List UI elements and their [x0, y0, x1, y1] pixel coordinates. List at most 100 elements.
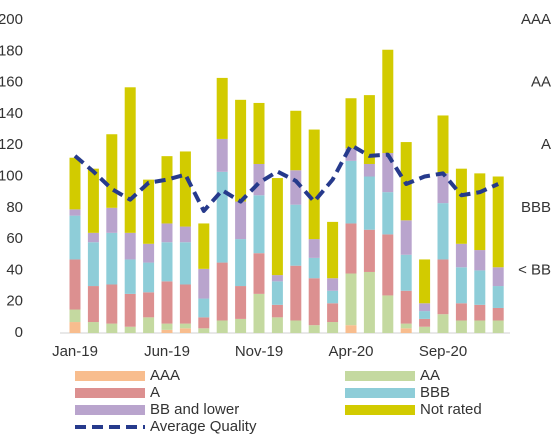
- legend-label: AAA: [150, 367, 180, 384]
- bar-segment: [179, 151, 191, 227]
- x-tick-label: Jun-19: [144, 343, 190, 360]
- bar-segment: [179, 328, 191, 333]
- bar-segment: [69, 209, 81, 216]
- bar-segment: [290, 204, 302, 266]
- bar-segment: [437, 203, 449, 260]
- y2-tick-label: A: [541, 136, 551, 153]
- bar-segment: [253, 102, 265, 164]
- bar-segment: [161, 281, 173, 324]
- bar-segment: [308, 278, 320, 326]
- bar-segment: [106, 323, 118, 333]
- bar-segment: [106, 284, 118, 324]
- bar-segment: [69, 259, 81, 310]
- legend-label: A: [150, 384, 160, 401]
- bar-segment: [124, 259, 136, 294]
- bar-segment: [124, 87, 136, 233]
- bar-segment: [235, 318, 247, 333]
- line: [73, 143, 500, 213]
- bar-segment: [198, 317, 210, 329]
- bar-segment: [327, 221, 339, 279]
- bar-segment: [87, 322, 99, 333]
- bar-segment: [382, 153, 394, 193]
- bar-segment: [492, 267, 504, 287]
- bar-segment: [492, 307, 504, 321]
- bar-segment: [69, 322, 81, 333]
- bar-segment: [271, 317, 283, 333]
- bar-segment: [345, 223, 357, 274]
- bar-segment: [308, 257, 320, 279]
- bar-segment: [216, 320, 228, 333]
- bar-segment: [161, 223, 173, 243]
- bar-segment: [235, 239, 247, 287]
- legend-label: AA: [420, 367, 440, 384]
- bar-segment: [290, 110, 302, 171]
- bar-segment: [198, 223, 210, 269]
- bar-segment: [419, 318, 431, 327]
- x-tick-label: Sep-20: [419, 343, 467, 360]
- bar-segment: [345, 160, 357, 224]
- bar-segment: [216, 262, 228, 321]
- bar-segment: [143, 262, 155, 293]
- bar-segment: [143, 179, 155, 244]
- bar-segment: [327, 303, 339, 323]
- bar-segment: [143, 317, 155, 333]
- bar-segment: [235, 201, 247, 240]
- legend-label: Average Quality: [150, 418, 257, 435]
- bar-segment: [474, 320, 486, 333]
- bar-segment: [290, 265, 302, 321]
- bar-segment: [308, 129, 320, 240]
- y2-tick-label: BBB: [521, 199, 551, 216]
- bar-segment: [474, 173, 486, 251]
- bar-segment: [419, 303, 431, 312]
- legend-swatch: [75, 405, 145, 415]
- bar-segment: [492, 320, 504, 333]
- bar-segment: [419, 311, 431, 319]
- bar-segment: [290, 170, 302, 205]
- bar-segment: [161, 329, 173, 333]
- bar-segment: [474, 304, 486, 321]
- bar-segment: [455, 303, 467, 321]
- y-tick-label: 80: [6, 199, 23, 216]
- bar-segment: [345, 273, 357, 326]
- bar-segment: [69, 157, 81, 210]
- bar-segment: [69, 215, 81, 260]
- bar-segment: [474, 250, 486, 271]
- bar-segment: [308, 325, 320, 333]
- bar-segment: [455, 267, 467, 304]
- bar-segment: [382, 295, 394, 333]
- legend-swatch: [75, 371, 145, 381]
- bar-segment: [455, 168, 467, 244]
- bar-segment: [419, 259, 431, 304]
- bar-segment: [492, 286, 504, 308]
- bar-segment: [253, 195, 265, 254]
- bar-segment: [492, 176, 504, 268]
- bar-segment: [235, 99, 247, 202]
- bar-segment: [363, 271, 375, 333]
- bar-segment: [345, 98, 357, 149]
- bar-segment: [179, 284, 191, 324]
- bar-segment: [143, 243, 155, 263]
- bar-segment: [124, 326, 136, 333]
- bar-segment: [87, 168, 99, 233]
- y-tick-label: 160: [0, 74, 23, 91]
- bar-segment: [327, 278, 339, 291]
- y-tick-label: 60: [6, 230, 23, 247]
- y2-tick-label: AAA: [521, 11, 551, 28]
- bar-segment: [106, 232, 118, 285]
- legend-swatch: [75, 388, 145, 398]
- bar-segment: [382, 234, 394, 296]
- bar-segment: [143, 292, 155, 318]
- x-tick-label: Nov-19: [235, 343, 283, 360]
- bar-segment: [124, 232, 136, 260]
- bar-segment: [253, 163, 265, 196]
- bar-segment: [400, 290, 412, 324]
- bar-segment: [179, 242, 191, 285]
- bar-segment: [400, 328, 412, 333]
- legend-swatch: [345, 405, 415, 415]
- bar-segment: [161, 156, 173, 224]
- bar-segment: [308, 239, 320, 258]
- x-tick-label: Apr-20: [328, 343, 373, 360]
- bar-segment: [253, 253, 265, 294]
- bar-segment: [216, 171, 228, 263]
- bar-segment: [87, 242, 99, 287]
